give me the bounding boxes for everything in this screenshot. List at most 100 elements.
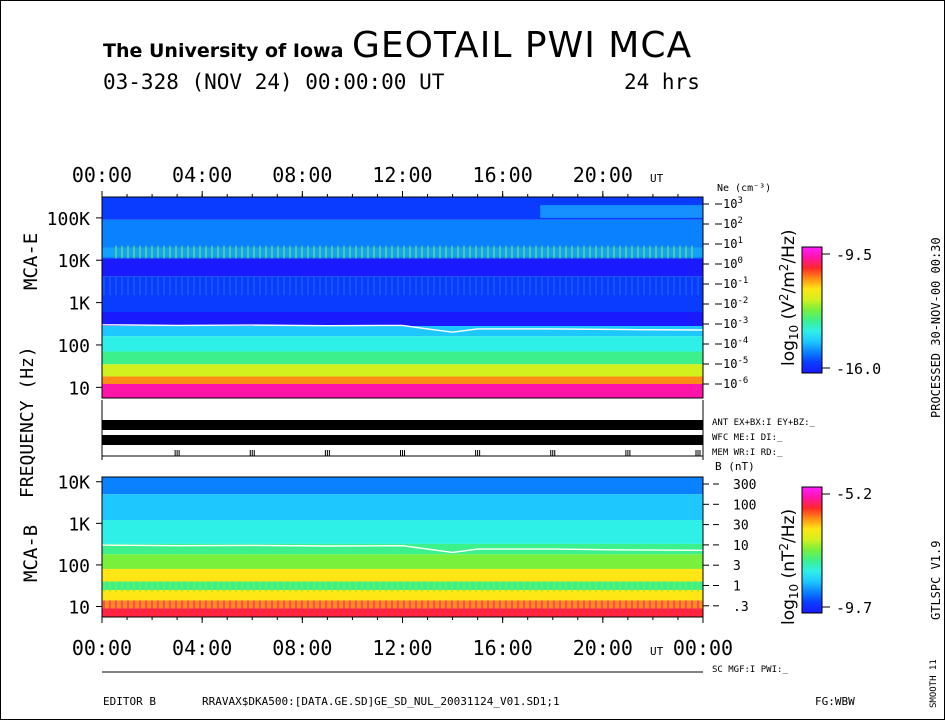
mca-e-colorbar-title: log10 (V2/m2/Hz) (777, 229, 801, 366)
ne-tick-label: 10-1 (723, 276, 748, 291)
ne-tick-label: 10-2 (723, 296, 748, 311)
colorbar-title-part: /Hz) (779, 229, 799, 263)
top-time-tick-label: 20:00 (573, 163, 633, 187)
colorbar-title-part: 2 (777, 543, 791, 551)
status-sc: SC MGF:I PWI:_ (712, 665, 788, 675)
b-tick-label: 1 (733, 580, 741, 595)
ne-tick-exponent: 1 (737, 236, 742, 246)
mca-e-freq-tick-label: 10 (68, 378, 90, 399)
status-ant: ANT EX+BX:I EY+BZ:_ (712, 418, 815, 428)
ne-tick-label: 100 (723, 256, 743, 271)
mca-b-freq-tick-label: 100 (57, 556, 90, 577)
b-tick-label: .3 (733, 600, 749, 615)
colorbar-title-part: (V (779, 301, 799, 325)
spectrogram-band (102, 520, 703, 544)
colorbar-title-part: (nT (779, 550, 799, 584)
mca-b-axis-label: MCA-B (20, 525, 42, 582)
ne-tick-label: 102 (723, 216, 743, 231)
spectrogram-band (102, 477, 703, 495)
mca-b-freq-tick-label: 1K (68, 514, 90, 535)
plasma-frequency-line (101, 324, 704, 333)
ne-tick-exponent: 2 (737, 216, 742, 226)
mca-b-colorbar-max: -5.2 (836, 485, 872, 503)
ut-unit-label: UT (650, 172, 664, 185)
ne-tick-exponent: 0 (737, 256, 742, 266)
spectrogram-texture (540, 205, 703, 218)
spectrogram-texture (102, 581, 703, 593)
footer-flags: FG:WBW (815, 695, 855, 708)
mca-e-freq-tick-label: 10K (57, 251, 90, 272)
b-tick-label: 100 (733, 498, 756, 513)
b-tick-label: 300 (733, 478, 756, 493)
ut-unit-label: UT (650, 645, 664, 658)
footer-editor: EDITOR B (103, 695, 156, 708)
status-mem: MEM WR:I RD:_ (712, 448, 783, 458)
spectrogram-band (102, 376, 703, 384)
bottom-time-tick-label: 00:00 (72, 636, 132, 660)
mca-e-freq-tick-label: 100 (57, 336, 90, 357)
spectrogram-band (102, 326, 703, 337)
top-time-tick-label: 16:00 (473, 163, 533, 187)
duration-label: 24 hrs (624, 70, 700, 94)
spectrogram-band (102, 364, 703, 377)
mca-e-colorbar-max: -9.5 (836, 246, 872, 264)
top-time-tick-label: 12:00 (372, 163, 432, 187)
ne-tick-exponent: -4 (737, 336, 748, 346)
plasma-frequency-line (101, 544, 704, 554)
colorbar-title-part: log (779, 599, 799, 625)
b-axis-title: B (nT) (715, 460, 755, 473)
bottom-time-tick-label: 08:00 (272, 636, 332, 660)
spectrogram-band (102, 312, 703, 327)
ne-tick-exponent: 3 (737, 196, 742, 206)
mca-e-axis-label: MCA-E (20, 233, 42, 290)
ne-tick-exponent: -2 (737, 296, 748, 306)
spectrogram-band (102, 589, 703, 601)
mca-e-colorbar-min: -16.0 (836, 360, 881, 378)
ne-tick-label: 10-6 (723, 376, 748, 391)
b-tick-label: 3 (733, 559, 741, 574)
spectrogram-band (102, 554, 703, 569)
ne-tick-label: 103 (723, 196, 743, 211)
ne-tick-label: 10-3 (723, 316, 748, 331)
ne-tick-label: 101 (723, 236, 743, 251)
bottom-time-tick-label: 16:00 (473, 636, 533, 660)
colorbar-title-part: 2 (777, 264, 791, 272)
ne-axis-title: Ne (cm⁻³) (717, 183, 771, 194)
spectrogram-band (102, 258, 703, 277)
mca-b-colorbar (801, 486, 823, 614)
institution-label: The University of Iowa (103, 40, 344, 62)
ne-tick-label: 10-5 (723, 356, 748, 371)
colorbar-title-part: log (779, 340, 799, 366)
colorbar-title-part: /m (779, 271, 799, 293)
footer-path: RRAVAX$DKA500:[DATA.GE.SD]GE_SD_NUL_2003… (202, 695, 560, 708)
spectrogram-band (102, 568, 703, 582)
spectrogram-texture (114, 245, 693, 259)
top-time-tick-label: 08:00 (272, 163, 332, 187)
ne-tick-exponent: -1 (737, 276, 748, 286)
ne-tick-exponent: -5 (737, 356, 748, 366)
mca-b-freq-tick-label: 10 (68, 598, 90, 619)
bottom-time-tick-label: 20:00 (573, 636, 633, 660)
spectrogram-texture (102, 277, 703, 296)
top-time-tick-label: 00:00 (72, 163, 132, 187)
colorbar-title-part: 2 (777, 293, 791, 301)
mca-b-freq-tick-label: 10K (57, 473, 90, 494)
bottom-time-tick-label: 12:00 (372, 636, 432, 660)
spectrogram-band (102, 494, 703, 521)
b-tick-label: 10 (733, 539, 749, 554)
mca-e-freq-tick-label: 100K (47, 209, 91, 230)
bottom-time-tick-label: 04:00 (172, 636, 232, 660)
frequency-axis-label: FREQUENCY (Hz) (17, 346, 38, 498)
mca-e-colorbar (801, 246, 823, 374)
colorbar-title-part: /Hz) (779, 509, 799, 543)
spectrogram-band (102, 543, 703, 555)
spectrogram-band (102, 383, 703, 398)
wfc-status-bar (102, 435, 703, 445)
mca-e-freq-tick-label: 1K (68, 294, 90, 315)
ne-tick-label: 10-4 (723, 336, 748, 351)
ne-tick-exponent: -3 (737, 316, 748, 326)
colorbar-title-part: 10 (787, 325, 801, 340)
spectrogram-band (102, 336, 703, 352)
ne-tick-exponent: -6 (737, 376, 748, 386)
